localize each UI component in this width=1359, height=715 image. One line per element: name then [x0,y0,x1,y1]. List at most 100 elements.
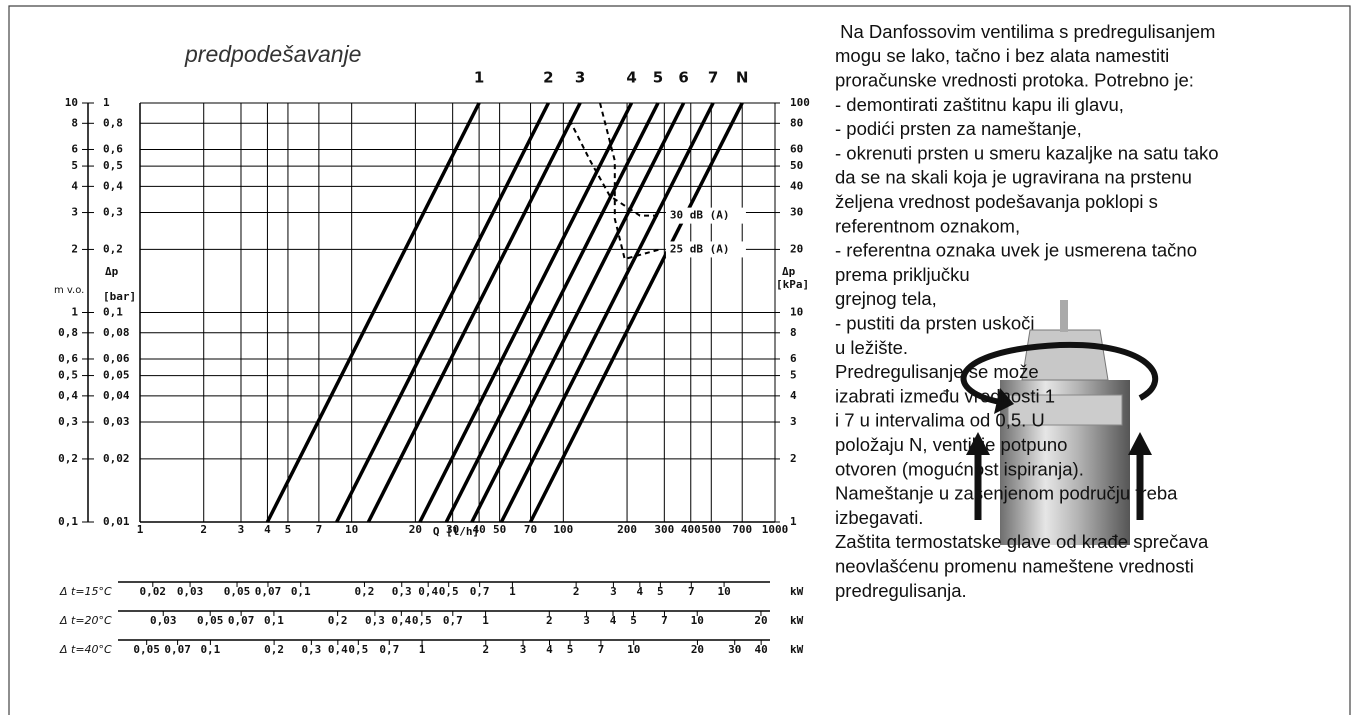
power-scale-label: Δ t=15°C [59,585,112,598]
power-tick-label: 10 [691,614,704,627]
line-label: 7 [708,69,718,87]
description-line: prema priključku [835,264,970,285]
power-tick-label: 0,05 [224,585,251,598]
description-line: proračunske vrednosti protoka. Potrebno … [835,69,1194,90]
power-tick-label: 4 [546,643,553,656]
line-label: 4 [626,69,636,87]
power-tick-label: 3 [583,614,590,627]
power-tick-label: 0,4 [328,643,348,656]
description-line: izbegavati. [835,507,923,528]
description-line: - podići prsten za nameštanje, [835,118,1082,139]
y3-tick-label: 0,3 [58,415,78,428]
y2-tick-label: 40 [790,179,803,192]
power-tick-label: 0,05 [197,614,224,627]
x-tick-label: 10 [345,523,358,536]
power-tick-label: 0,7 [443,614,463,627]
x-tick-label: 30 [446,523,459,536]
power-tick-label: 4 [610,614,617,627]
y-tick-label: 0,6 [103,142,123,155]
description-line: Zaštita termostatske glave od krađe spre… [835,531,1209,552]
y3-tick-label: 5 [71,159,78,172]
power-tick-label: 0,7 [470,585,490,598]
power-tick-label: 0,1 [291,585,311,598]
description-line: mogu se lako, tačno i bez alata namestit… [835,45,1169,66]
y2-tick-label: 4 [790,389,797,402]
power-tick-label: 3 [610,585,617,598]
power-scale-label: Δ t=40°C [59,643,112,656]
description-line: Nameštanje u zasenjenom području treba [835,483,1178,504]
y3-tick-label: 3 [71,206,78,219]
power-tick-label: 5 [657,585,664,598]
y-axis-unit: [bar] [103,290,136,303]
x-tick-label: 200 [617,523,637,536]
x-tick-label: 7 [316,523,323,536]
x-tick-label: 1 [137,523,144,536]
power-tick-label: 2 [546,614,553,627]
y-tick-label: 0,4 [103,179,123,192]
power-tick-label: 0,4 [418,585,438,598]
x-tick-label: 400 [681,523,701,536]
y3-tick-label: 6 [71,142,78,155]
y-tick-label: 0,05 [103,369,130,382]
description-line: izabrati između vrednosti 1 [835,385,1055,406]
y-tick-label: 0,3 [103,206,123,219]
power-tick-label: 20 [691,643,704,656]
y3-tick-label: 10 [65,96,78,109]
description-line: - okrenuti prsten u smeru kazaljke na sa… [835,142,1219,163]
noise-curve [600,103,660,259]
curve-label: 25 dB (A) [670,242,730,255]
power-tick-label: 0,03 [177,585,204,598]
power-tick-label: 0,2 [355,585,375,598]
power-tick-label: 0,05 [133,643,160,656]
power-tick-label: 0,07 [164,643,191,656]
power-tick-label: 0,2 [264,643,284,656]
y-tick-label: 0,2 [103,242,123,255]
power-unit: kW [790,643,804,656]
power-tick-label: 0,03 [150,614,177,627]
y3-tick-label: 1 [71,306,78,319]
power-tick-label: 0,07 [255,585,282,598]
y-axis-label: Δp [105,265,119,278]
y2-tick-label: 6 [790,352,797,365]
power-tick-label: 0,7 [379,643,399,656]
power-tick-label: 1 [482,614,489,627]
power-tick-label: 7 [688,585,695,598]
page: predpodešavanje Q [l/h] Δp [bar] Δp [kPa… [0,0,1359,715]
y2-tick-label: 50 [790,159,803,172]
power-tick-label: 0,2 [328,614,348,627]
description-line: Predregulisanje se može [835,361,1039,382]
power-tick-label: 0,3 [365,614,385,627]
y-tick-label: 0,04 [103,389,130,402]
y3-tick-label: 0,1 [58,515,78,528]
power-tick-label: 0,07 [228,614,255,627]
y2-tick-label: 3 [790,415,797,428]
line-label: 6 [678,69,688,87]
y-tick-label: 0,02 [103,452,130,465]
power-tick-label: 7 [598,643,605,656]
line-label: 2 [543,69,553,87]
x-tick-label: 3 [238,523,245,536]
power-tick-label: 0,02 [140,585,167,598]
x-tick-label: 4 [264,523,271,536]
power-tick-label: 0,5 [439,585,459,598]
y2-tick-label: 2 [790,452,797,465]
y2-tick-label: 30 [790,206,803,219]
y2-tick-label: 8 [790,326,797,339]
power-tick-label: 0,1 [264,614,284,627]
x-tick-label: 700 [732,523,752,536]
power-tick-label: 2 [482,643,489,656]
y3-tick-label: 0,6 [58,352,78,365]
power-tick-label: 3 [520,643,527,656]
y3-tick-label: 4 [71,179,78,192]
y2-tick-label: 80 [790,116,803,129]
x-tick-label: 20 [409,523,422,536]
y3-tick-label: 0,8 [58,326,78,339]
power-tick-label: 0,5 [412,614,432,627]
curve-label: 30 dB (A) [670,209,730,222]
y-tick-label: 0,06 [103,352,130,365]
y2-tick-label: 10 [790,306,803,319]
y3-axis-label: m v.o. [54,285,84,296]
description-line: neovlašćenu promenu nameštene vrednosti [835,555,1194,576]
x-tick-label: 500 [701,523,721,536]
description-line: da se na skali koja je ugravirana na prs… [835,167,1192,188]
